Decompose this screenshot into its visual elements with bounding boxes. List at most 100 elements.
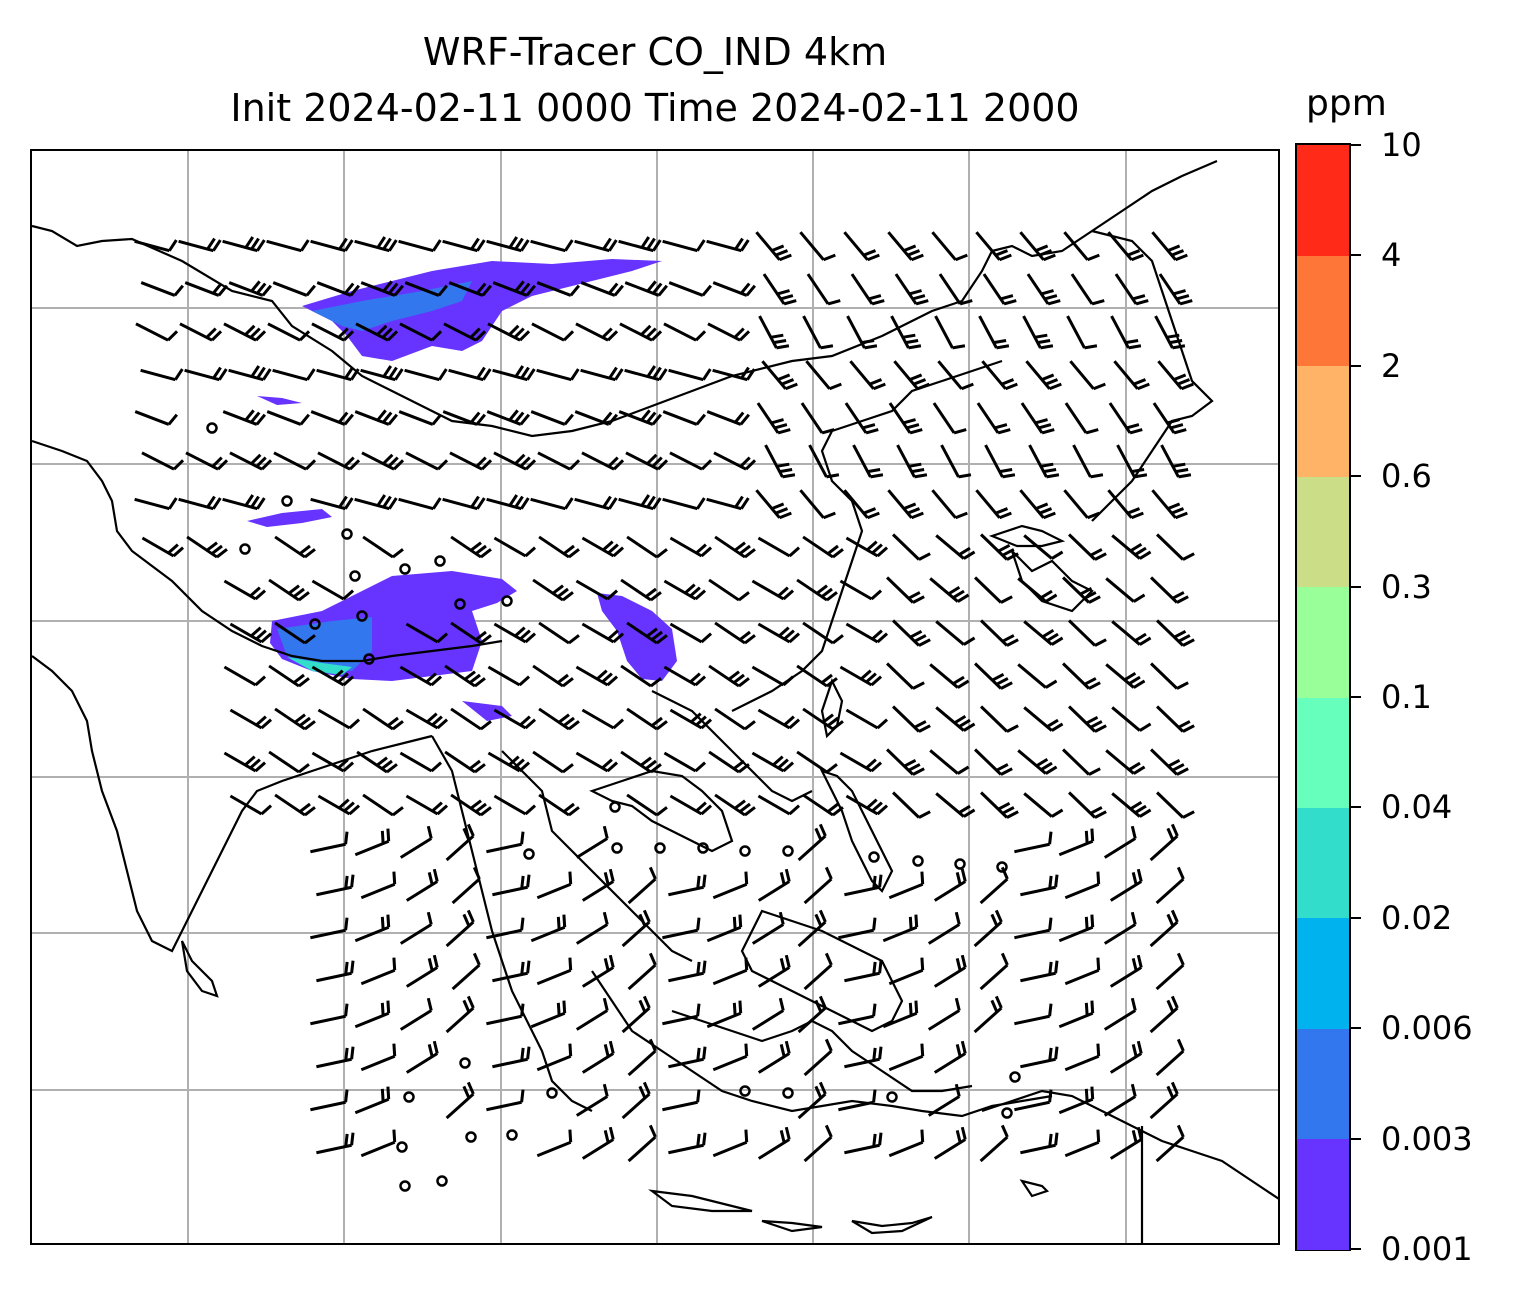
wind-barb: [799, 489, 836, 520]
wind-barb: [933, 1126, 967, 1160]
wind-barb: [888, 402, 923, 435]
wind-barb: [574, 410, 618, 426]
graticule: [32, 151, 1278, 1243]
wind-barb: [575, 997, 609, 1031]
wind-barb: [976, 402, 1011, 435]
wind-barb: [449, 451, 493, 471]
wind-barb: [316, 874, 355, 897]
tracer-plume-tibet-edge: [287, 657, 352, 675]
wind-barb: [669, 536, 713, 558]
wind-barb: [310, 410, 354, 426]
wind-barb: [532, 664, 574, 688]
wind-barb: [140, 281, 184, 297]
wind-barb: [532, 578, 574, 602]
wind-barb: [927, 1083, 961, 1117]
wind-barb: [981, 360, 1018, 391]
wind-barb: [1105, 577, 1146, 603]
wind-barb: [317, 708, 361, 730]
wind-barb: [973, 995, 1003, 1034]
wind-barb: [274, 621, 316, 645]
wind-barb: [979, 952, 1009, 991]
wind-barb: [538, 793, 580, 817]
wind-barb: [1019, 489, 1056, 520]
wind-barb: [1111, 792, 1152, 818]
wind-barb: [887, 489, 924, 520]
wind-barb: [1156, 705, 1195, 733]
calm-wind-circle: [739, 1085, 751, 1097]
wind-barb: [1063, 231, 1100, 262]
calm-wind-circle: [954, 858, 966, 870]
wind-barb: [624, 365, 668, 382]
wind-barb: [973, 909, 1003, 948]
calm-wind-circle: [739, 845, 751, 857]
wind-barb: [896, 444, 928, 479]
wind-barb: [405, 1040, 439, 1074]
wind-barb: [310, 495, 354, 511]
wind-barb: [755, 231, 792, 262]
wind-barb: [581, 708, 625, 730]
wind-barb: [405, 451, 449, 471]
wind-barb: [1160, 444, 1192, 479]
calm-wind-circle: [206, 422, 218, 434]
wind-barb: [268, 578, 310, 602]
wind-barb: [619, 322, 663, 342]
wind-barb: [311, 322, 355, 342]
colorbar-tick-label: 0.001: [1381, 1230, 1473, 1268]
wind-barb: [486, 409, 530, 426]
wind-barb: [360, 871, 397, 900]
wind-barb: [536, 1043, 573, 1072]
wind-barb: [937, 360, 974, 391]
wind-barb: [1023, 792, 1064, 818]
wind-barb: [1069, 360, 1106, 391]
wind-barb: [536, 957, 573, 986]
wind-barb: [662, 1089, 701, 1112]
wind-barb: [844, 1132, 883, 1155]
wind-barb: [362, 707, 404, 731]
wind-barb: [398, 239, 442, 253]
calm-wind-circle: [912, 855, 924, 867]
wind-barb: [1111, 534, 1152, 560]
calm-wind-circle: [436, 1175, 448, 1187]
wind-barb: [268, 664, 310, 688]
wind-barb: [1058, 914, 1095, 943]
wind-barb: [626, 535, 668, 559]
colorbar-segment: [1297, 1138, 1349, 1250]
wind-barb: [356, 750, 398, 774]
wind-barb: [185, 451, 229, 471]
wind-barb: [272, 281, 316, 297]
wind-barb: [844, 960, 883, 983]
wind-barb: [1109, 1040, 1143, 1074]
wind-barb: [493, 536, 537, 558]
wind-barb: [134, 497, 178, 511]
wind-barb: [223, 665, 267, 687]
wind-barb: [1113, 360, 1150, 391]
wind-barb: [405, 868, 439, 902]
wind-barbs: [134, 231, 1195, 1163]
tracer-plume-sichuan: [597, 593, 677, 681]
wind-barb: [1110, 315, 1142, 350]
wind-barb: [1062, 748, 1101, 776]
calm-wind-circle: [341, 528, 353, 540]
wind-barb: [538, 621, 580, 645]
wind-barb: [618, 494, 662, 511]
wind-barb: [845, 708, 889, 730]
colorbar-tick: [1351, 696, 1361, 698]
calm-wind-circle: [697, 842, 709, 854]
wind-barb: [844, 874, 883, 897]
wind-barb: [273, 451, 317, 471]
wind-barb: [843, 231, 880, 262]
calm-wind-circle: [782, 1087, 794, 1099]
wind-barb: [486, 831, 525, 854]
wind-barb: [662, 917, 701, 940]
calm-wind-circle: [886, 1091, 898, 1103]
wind-barb: [803, 866, 833, 905]
wind-barb: [141, 536, 185, 558]
wind-barb: [450, 707, 492, 731]
calm-wind-circle: [454, 598, 466, 610]
wind-barb: [1064, 957, 1101, 986]
wind-barb: [712, 1129, 749, 1158]
wind-barb: [360, 957, 397, 986]
wind-barb: [886, 576, 925, 604]
wind-barb: [662, 239, 706, 253]
wind-barb: [1022, 315, 1054, 350]
